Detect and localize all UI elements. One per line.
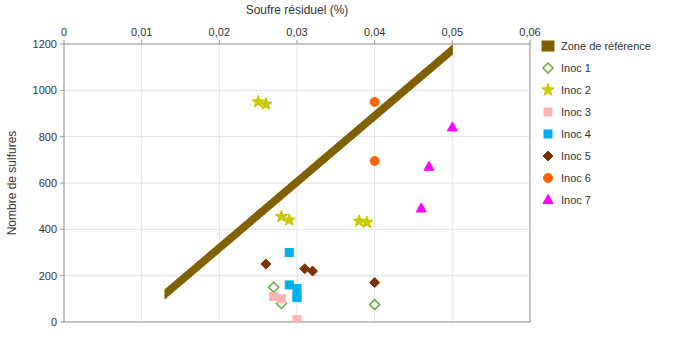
x-tick-label: 0,03 [286,26,307,38]
y-tick-label: 800 [39,131,57,143]
point [361,216,373,228]
plot-frame [64,44,530,322]
point [293,316,301,322]
legend: Zone de référence Inoc 1 Inoc 2 Inoc 3 Inoc … [542,40,651,206]
plot-background [64,44,530,322]
y-tick-label: 0 [51,316,57,328]
x-tick-label: 0 [61,26,67,38]
series-points [285,249,301,302]
x-axis-label: Soufre résiduel (%) [246,3,349,17]
point [370,156,379,165]
legend-marker [543,151,553,161]
x-tick-label: 0,06 [519,26,540,38]
point [424,161,434,170]
legend-marker [543,195,553,204]
point [283,214,295,226]
x-tick [64,40,65,44]
point [260,98,272,110]
point [270,293,278,301]
legend-swatch [542,41,554,51]
point [370,300,380,310]
point [261,259,271,269]
x-tick-label: 0,04 [364,26,385,38]
x-tick [374,40,375,44]
series-points [270,293,301,322]
grid [64,44,530,322]
x-tick [297,40,298,44]
point [277,295,285,303]
legend-label: Inoc 1 [561,62,591,74]
legend-marker [544,108,552,116]
reference-zone [165,45,452,299]
y-grid-line [64,229,530,230]
chart: 0 0,01 0,02 0,03 0,04 0,05 0,06 0 200 400 600 800 10… [0,0,682,342]
y-tick [60,322,64,323]
point [285,281,293,289]
point [269,282,279,292]
point [293,294,301,302]
x-tick-label: 0,01 [131,26,152,38]
point [370,97,379,106]
y-tick [60,90,64,91]
y-tick-label: 200 [39,270,57,282]
point [447,122,457,131]
x-tick [219,40,220,44]
legend-label: Inoc 5 [561,150,591,162]
y-tick-label: 400 [39,223,57,235]
y-tick [60,136,64,137]
point [416,203,426,212]
y-tick [60,275,64,276]
y-axis-label: Nombre de sulfures [5,131,19,236]
point [308,266,318,276]
point [370,278,380,288]
legend-label: Inoc 3 [561,106,591,118]
y-grid-line [64,136,530,137]
legend-marker [544,174,553,183]
legend-label: Inoc 6 [561,172,591,184]
y-tick [60,183,64,184]
page: {"chart_data": { "type": "scatter", "x_l… [0,0,682,342]
y-tick-label: 1200 [33,38,57,50]
legend-label: Inoc 2 [561,84,591,96]
series-points [416,122,457,212]
series-points [261,259,380,288]
y-grid-line [64,275,530,276]
x-tick-label: 0,05 [442,26,463,38]
y-tick-label: 600 [39,177,57,189]
y-tick-label: 1000 [33,84,57,96]
x-tick [530,40,531,44]
x-tick [452,40,453,44]
series-points [370,97,379,165]
y-tick [60,44,64,45]
axes: 0 0,01 0,02 0,03 0,04 0,05 0,06 0 200 400 600 800 10… [33,26,541,328]
y-tick [60,229,64,230]
legend-label: Inoc 4 [561,128,591,140]
point [293,284,301,292]
legend-marker [542,84,554,96]
x-tick-label: 0,02 [209,26,230,38]
x-tick [141,40,142,44]
marks [165,45,457,322]
series-points [252,95,373,227]
legend-label: Zone de référence [561,40,651,52]
legend-marker [544,130,552,138]
point [252,95,264,107]
legend-label: Inoc 7 [561,194,591,206]
y-grid-line [64,90,530,91]
point [285,249,293,257]
legend-marker [543,63,553,73]
